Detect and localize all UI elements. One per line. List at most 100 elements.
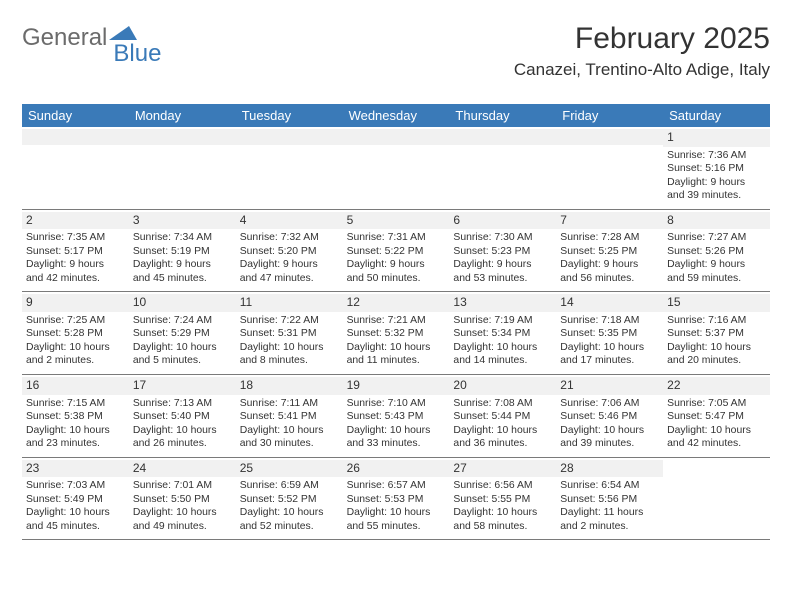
day-cell-empty (556, 127, 663, 209)
day-number: 16 (22, 377, 129, 395)
day-cell-empty (236, 127, 343, 209)
day-cell-empty (22, 127, 129, 209)
day-number: 7 (556, 212, 663, 230)
day1-text: Daylight: 10 hours (453, 341, 552, 355)
day2-text: and 23 minutes. (26, 437, 125, 451)
day2-text: and 20 minutes. (667, 354, 766, 368)
day2-text: and 52 minutes. (240, 520, 339, 534)
header-right: February 2025 Canazei, Trentino-Alto Adi… (514, 22, 770, 80)
sunrise-text: Sunrise: 7:01 AM (133, 479, 232, 493)
day-number: 21 (556, 377, 663, 395)
day2-text: and 53 minutes. (453, 272, 552, 286)
sunrise-text: Sunrise: 7:27 AM (667, 231, 766, 245)
sunrise-text: Sunrise: 7:18 AM (560, 314, 659, 328)
day1-text: Daylight: 10 hours (560, 341, 659, 355)
sunrise-text: Sunrise: 7:28 AM (560, 231, 659, 245)
day-cell: 14Sunrise: 7:18 AMSunset: 5:35 PMDayligh… (556, 292, 663, 374)
sunset-text: Sunset: 5:55 PM (453, 493, 552, 507)
day-number: 26 (343, 460, 450, 478)
day2-text: and 2 minutes. (560, 520, 659, 534)
sunrise-text: Sunrise: 7:24 AM (133, 314, 232, 328)
day-header-row: Sunday Monday Tuesday Wednesday Thursday… (22, 104, 770, 127)
sunset-text: Sunset: 5:49 PM (26, 493, 125, 507)
day-number (236, 129, 343, 145)
day-number: 2 (22, 212, 129, 230)
sunrise-text: Sunrise: 7:15 AM (26, 397, 125, 411)
sunset-text: Sunset: 5:29 PM (133, 327, 232, 341)
sunrise-text: Sunrise: 7:31 AM (347, 231, 446, 245)
day1-text: Daylight: 10 hours (26, 341, 125, 355)
sunset-text: Sunset: 5:19 PM (133, 245, 232, 259)
logo-text-general: General (22, 24, 107, 52)
day2-text: and 2 minutes. (26, 354, 125, 368)
day-cell: 25Sunrise: 6:59 AMSunset: 5:52 PMDayligh… (236, 458, 343, 540)
day1-text: Daylight: 9 hours (240, 258, 339, 272)
day-number: 13 (449, 294, 556, 312)
day-cell: 5Sunrise: 7:31 AMSunset: 5:22 PMDaylight… (343, 210, 450, 292)
day-number: 18 (236, 377, 343, 395)
day2-text: and 59 minutes. (667, 272, 766, 286)
sunset-text: Sunset: 5:23 PM (453, 245, 552, 259)
day1-text: Daylight: 10 hours (667, 341, 766, 355)
day2-text: and 45 minutes. (133, 272, 232, 286)
day1-text: Daylight: 11 hours (560, 506, 659, 520)
day1-text: Daylight: 10 hours (26, 424, 125, 438)
day-cell: 26Sunrise: 6:57 AMSunset: 5:53 PMDayligh… (343, 458, 450, 540)
day-number: 10 (129, 294, 236, 312)
day2-text: and 26 minutes. (133, 437, 232, 451)
day-number: 27 (449, 460, 556, 478)
day2-text: and 45 minutes. (26, 520, 125, 534)
day-number: 3 (129, 212, 236, 230)
day-cell-empty (343, 127, 450, 209)
day2-text: and 36 minutes. (453, 437, 552, 451)
day2-text: and 55 minutes. (347, 520, 446, 534)
day1-text: Daylight: 9 hours (667, 176, 766, 190)
day1-text: Daylight: 10 hours (240, 424, 339, 438)
day-cell: 8Sunrise: 7:27 AMSunset: 5:26 PMDaylight… (663, 210, 770, 292)
day2-text: and 14 minutes. (453, 354, 552, 368)
day1-text: Daylight: 10 hours (133, 424, 232, 438)
day-cell: 24Sunrise: 7:01 AMSunset: 5:50 PMDayligh… (129, 458, 236, 540)
week-row: 23Sunrise: 7:03 AMSunset: 5:49 PMDayligh… (22, 458, 770, 541)
day2-text: and 11 minutes. (347, 354, 446, 368)
calendar: Sunday Monday Tuesday Wednesday Thursday… (22, 104, 770, 540)
sunrise-text: Sunrise: 7:10 AM (347, 397, 446, 411)
day1-text: Daylight: 10 hours (347, 424, 446, 438)
day-number: 5 (343, 212, 450, 230)
day2-text: and 58 minutes. (453, 520, 552, 534)
day1-text: Daylight: 9 hours (26, 258, 125, 272)
sunset-text: Sunset: 5:26 PM (667, 245, 766, 259)
day-number: 15 (663, 294, 770, 312)
sunset-text: Sunset: 5:56 PM (560, 493, 659, 507)
day-number: 24 (129, 460, 236, 478)
dayhead-saturday: Saturday (663, 104, 770, 127)
day-cell: 27Sunrise: 6:56 AMSunset: 5:55 PMDayligh… (449, 458, 556, 540)
dayhead-wednesday: Wednesday (343, 104, 450, 127)
sunset-text: Sunset: 5:38 PM (26, 410, 125, 424)
day1-text: Daylight: 9 hours (347, 258, 446, 272)
sunset-text: Sunset: 5:52 PM (240, 493, 339, 507)
day-cell: 28Sunrise: 6:54 AMSunset: 5:56 PMDayligh… (556, 458, 663, 540)
day1-text: Daylight: 10 hours (453, 424, 552, 438)
sunrise-text: Sunrise: 7:16 AM (667, 314, 766, 328)
sunset-text: Sunset: 5:28 PM (26, 327, 125, 341)
week-row: 1Sunrise: 7:36 AMSunset: 5:16 PMDaylight… (22, 127, 770, 210)
day1-text: Daylight: 9 hours (453, 258, 552, 272)
day-cell: 3Sunrise: 7:34 AMSunset: 5:19 PMDaylight… (129, 210, 236, 292)
day1-text: Daylight: 10 hours (26, 506, 125, 520)
day-cell: 9Sunrise: 7:25 AMSunset: 5:28 PMDaylight… (22, 292, 129, 374)
day2-text: and 56 minutes. (560, 272, 659, 286)
sunset-text: Sunset: 5:37 PM (667, 327, 766, 341)
sunrise-text: Sunrise: 7:36 AM (667, 149, 766, 163)
day1-text: Daylight: 9 hours (667, 258, 766, 272)
day-number: 6 (449, 212, 556, 230)
day1-text: Daylight: 10 hours (667, 424, 766, 438)
sunrise-text: Sunrise: 6:56 AM (453, 479, 552, 493)
day-number: 17 (129, 377, 236, 395)
sunset-text: Sunset: 5:46 PM (560, 410, 659, 424)
day-cell-empty (129, 127, 236, 209)
day-cell: 7Sunrise: 7:28 AMSunset: 5:25 PMDaylight… (556, 210, 663, 292)
day1-text: Daylight: 10 hours (347, 506, 446, 520)
day1-text: Daylight: 10 hours (347, 341, 446, 355)
day-cell: 22Sunrise: 7:05 AMSunset: 5:47 PMDayligh… (663, 375, 770, 457)
